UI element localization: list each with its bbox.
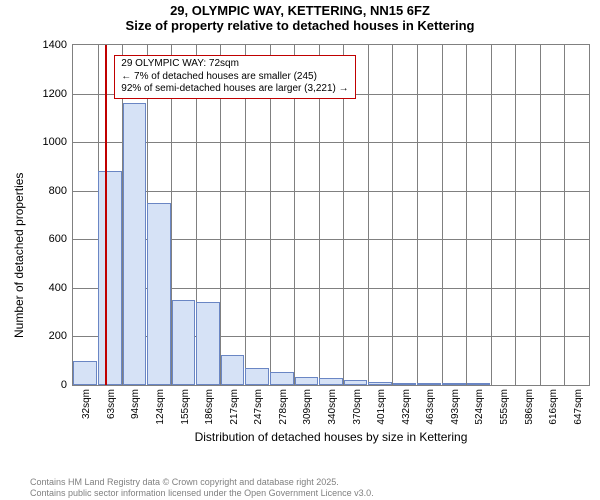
x-tick-label: 278sqm — [278, 389, 289, 425]
chart-stage: Number of detached properties 0200400600… — [0, 38, 600, 448]
x-tick-label: 32sqm — [81, 389, 92, 419]
plot-area: 020040060080010001200140032sqm63sqm94sqm… — [72, 44, 590, 386]
x-tick-label: 586sqm — [524, 389, 535, 425]
gridline-vertical — [417, 45, 418, 385]
gridline-vertical — [564, 45, 565, 385]
histogram-bar — [442, 383, 466, 385]
x-tick-label: 463sqm — [425, 389, 436, 425]
footer-line2: Contains public sector information licen… — [30, 488, 374, 498]
histogram-bar — [221, 355, 245, 385]
histogram-bar — [147, 203, 171, 385]
gridline-vertical — [515, 45, 516, 385]
histogram-bar — [98, 171, 122, 385]
histogram-bar — [319, 378, 343, 385]
y-tick-label: 600 — [49, 233, 67, 245]
histogram-bar — [172, 300, 196, 385]
histogram-bar — [467, 383, 491, 385]
x-tick-label: 186sqm — [204, 389, 215, 425]
marker-line — [105, 45, 107, 385]
x-tick-label: 432sqm — [401, 389, 412, 425]
gridline-vertical — [368, 45, 369, 385]
annotation-box: 29 OLYMPIC WAY: 72sqm← 7% of detached ho… — [114, 55, 355, 99]
y-tick-label: 1200 — [43, 88, 67, 100]
x-tick-label: 217sqm — [229, 389, 240, 425]
gridline-vertical — [466, 45, 467, 385]
x-tick-label: 401sqm — [376, 389, 387, 425]
histogram-bar — [270, 372, 294, 385]
histogram-bar — [368, 382, 392, 385]
y-tick-label: 0 — [61, 379, 67, 391]
y-tick-label: 1000 — [43, 136, 67, 148]
chart-title-line2: Size of property relative to detached ho… — [0, 18, 600, 35]
histogram-bar — [344, 380, 368, 385]
x-tick-label: 94sqm — [130, 389, 141, 419]
footer-line1: Contains HM Land Registry data © Crown c… — [30, 477, 374, 487]
x-tick-label: 63sqm — [106, 389, 117, 419]
x-tick-label: 340sqm — [327, 389, 338, 425]
chart-title-line1: 29, OLYMPIC WAY, KETTERING, NN15 6FZ — [0, 0, 600, 18]
histogram-bar — [245, 368, 269, 385]
histogram-bar — [295, 377, 319, 386]
x-tick-label: 155sqm — [180, 389, 191, 425]
y-tick-label: 1400 — [43, 39, 67, 51]
y-tick-label: 800 — [49, 185, 67, 197]
y-tick-label: 200 — [49, 330, 67, 342]
x-tick-label: 647sqm — [573, 389, 584, 425]
annotation-line1: 29 OLYMPIC WAY: 72sqm — [121, 58, 348, 71]
gridline-vertical — [540, 45, 541, 385]
y-axis-label: Number of detached properties — [12, 173, 26, 338]
gridline-vertical — [491, 45, 492, 385]
annotation-line2: ← 7% of detached houses are smaller (245… — [121, 71, 348, 84]
histogram-bar — [73, 361, 97, 385]
x-tick-label: 247sqm — [253, 389, 264, 425]
histogram-bar — [196, 302, 220, 385]
footer-attribution: Contains HM Land Registry data © Crown c… — [30, 477, 374, 498]
gridline-vertical — [442, 45, 443, 385]
x-tick-label: 493sqm — [450, 389, 461, 425]
x-tick-label: 524sqm — [474, 389, 485, 425]
gridline-horizontal — [73, 142, 589, 143]
gridline-horizontal — [73, 191, 589, 192]
gridline-vertical — [392, 45, 393, 385]
histogram-bar — [123, 103, 147, 385]
annotation-line3: 92% of semi-detached houses are larger (… — [121, 83, 348, 96]
chart-container: 29, OLYMPIC WAY, KETTERING, NN15 6FZ Siz… — [0, 0, 600, 500]
histogram-bar — [393, 383, 417, 385]
x-tick-label: 370sqm — [352, 389, 363, 425]
histogram-bar — [417, 383, 441, 385]
x-tick-label: 555sqm — [499, 389, 510, 425]
x-tick-label: 309sqm — [302, 389, 313, 425]
x-tick-label: 124sqm — [155, 389, 166, 425]
x-tick-label: 616sqm — [548, 389, 559, 425]
y-tick-label: 400 — [49, 282, 67, 294]
x-axis-label: Distribution of detached houses by size … — [72, 430, 590, 444]
